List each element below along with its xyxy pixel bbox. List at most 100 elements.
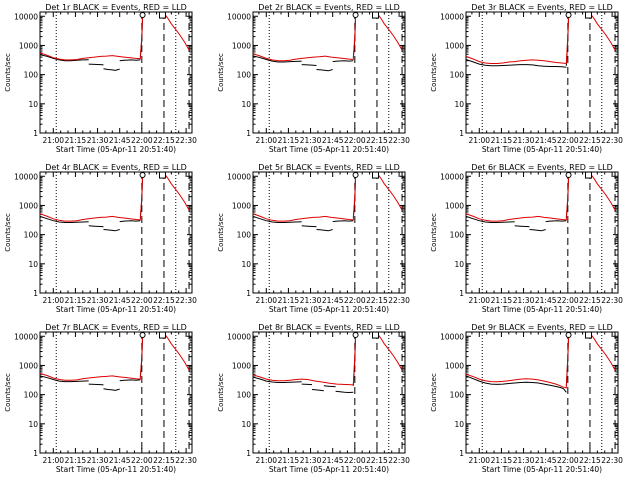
x-axis-label: Start Time (05-Apr-11 20:51:40) (269, 465, 389, 474)
y-tick-label: 1 (33, 129, 38, 138)
events-series-line (316, 229, 333, 232)
events-series-line (466, 375, 567, 393)
y-tick-label: 1000 (19, 41, 38, 50)
x-tick-label: 22:15 (579, 136, 601, 145)
x-axis-label: Start Time (05-Apr-11 20:51:40) (269, 145, 389, 154)
x-tick-label: 22:00 (557, 296, 579, 305)
events-series-line (40, 375, 89, 383)
events-series-line (119, 220, 141, 223)
x-tick-label: 21:30 (87, 296, 109, 305)
y-tick-label: 10000 (440, 332, 464, 341)
x-tick-label: 21:00 (468, 296, 490, 305)
square-marker (371, 331, 379, 339)
events-series-line (88, 63, 104, 66)
y-tick-label: 100 (237, 391, 252, 400)
circle-marker (565, 172, 572, 179)
y-tick-label: 100 (450, 231, 465, 240)
detector-panel: Det 5r BLACK = Events, RED = LLD 1 10 100 10… (217, 163, 410, 314)
lld-series-line (253, 332, 359, 386)
lld-series-line (165, 334, 190, 371)
x-tick-label: 22:15 (579, 456, 601, 465)
x-tick-label: 21:30 (87, 456, 109, 465)
x-axis-label: Start Time (05-Apr-11 20:51:40) (482, 465, 602, 474)
x-tick-label: 21:45 (535, 456, 557, 465)
events-series-line (253, 376, 302, 383)
events-series-line (40, 54, 89, 62)
square-marker (584, 11, 592, 19)
lld-series-line (253, 12, 359, 62)
x-tick-label: 21:15 (278, 136, 300, 145)
x-tick-label: 21:15 (491, 136, 513, 145)
square-marker (158, 11, 166, 19)
x-tick-label: 22:15 (366, 136, 388, 145)
y-tick-label: 1000 (232, 201, 251, 210)
x-tick-label: 22:30 (601, 296, 623, 305)
y-tick-label: 100 (237, 71, 252, 80)
x-tick-label: 22:00 (131, 456, 153, 465)
y-tick-label: 1 (459, 289, 464, 298)
circle-marker (352, 12, 359, 19)
events-series-line (119, 59, 141, 62)
x-tick-label: 22:15 (153, 296, 175, 305)
events-series-line (335, 390, 354, 394)
y-tick-label: 1 (246, 289, 251, 298)
plot-frame (252, 171, 406, 294)
y-tick-label: 100 (237, 231, 252, 240)
x-tick-label: 22:00 (557, 136, 579, 145)
circle-marker (565, 12, 572, 19)
x-tick-label: 22:00 (131, 296, 153, 305)
y-tick-label: 10000 (227, 172, 251, 181)
y-tick-label: 10 (241, 420, 251, 429)
y-axis-label: Counts/sec (4, 373, 12, 412)
lld-series-line (378, 334, 403, 371)
x-tick-label: 22:15 (366, 296, 388, 305)
y-axis-label: Counts/sec (4, 213, 12, 252)
y-tick-label: 1000 (445, 41, 464, 50)
y-tick-label: 100 (24, 391, 39, 400)
plot-frame (252, 331, 406, 454)
lld-series-line (466, 12, 572, 65)
x-tick-label: 22:00 (344, 296, 366, 305)
y-tick-label: 100 (24, 231, 39, 240)
y-tick-label: 10000 (14, 172, 38, 181)
circle-marker (352, 172, 359, 179)
detector-panel: Det 1r BLACK = Events, RED = LLD 1 10 100 10… (4, 3, 197, 154)
circle-marker (352, 332, 359, 339)
square-marker (371, 171, 379, 179)
panel-title: Det 4r BLACK = Events, RED = LLD (45, 163, 187, 172)
y-tick-label: 1000 (19, 201, 38, 210)
y-tick-label: 100 (450, 71, 465, 80)
square-marker (584, 171, 592, 179)
y-axis-label: Counts/sec (430, 213, 438, 252)
x-tick-label: 21:00 (42, 296, 64, 305)
events-series-line (40, 215, 89, 223)
plot-frame (465, 171, 619, 294)
x-axis-label: Start Time (05-Apr-11 20:51:40) (482, 145, 602, 154)
x-tick-label: 21:15 (65, 456, 87, 465)
y-tick-label: 1000 (445, 361, 464, 370)
square-marker (158, 331, 166, 339)
lld-series-line (40, 332, 146, 381)
x-tick-label: 21:45 (322, 136, 344, 145)
detector-panel: Det 4r BLACK = Events, RED = LLD 1 10 100 10… (4, 163, 197, 314)
x-tick-label: 21:00 (255, 456, 277, 465)
x-axis-label: Start Time (05-Apr-11 20:51:40) (482, 305, 602, 314)
lld-series-line (466, 332, 572, 389)
x-axis-label: Start Time (05-Apr-11 20:51:40) (56, 305, 176, 314)
x-tick-label: 21:00 (468, 456, 490, 465)
x-tick-label: 22:00 (557, 456, 579, 465)
x-tick-label: 22:00 (344, 136, 366, 145)
x-tick-label: 21:15 (278, 296, 300, 305)
y-tick-label: 10 (454, 100, 464, 109)
events-series-line (514, 225, 530, 228)
x-tick-label: 21:45 (322, 296, 344, 305)
lld-series-line (165, 174, 190, 211)
y-tick-label: 10000 (227, 12, 251, 21)
y-tick-label: 10 (28, 420, 38, 429)
events-series-line (332, 220, 354, 223)
x-tick-label: 22:30 (601, 136, 623, 145)
y-tick-label: 10 (241, 260, 251, 269)
circle-marker (139, 172, 146, 179)
